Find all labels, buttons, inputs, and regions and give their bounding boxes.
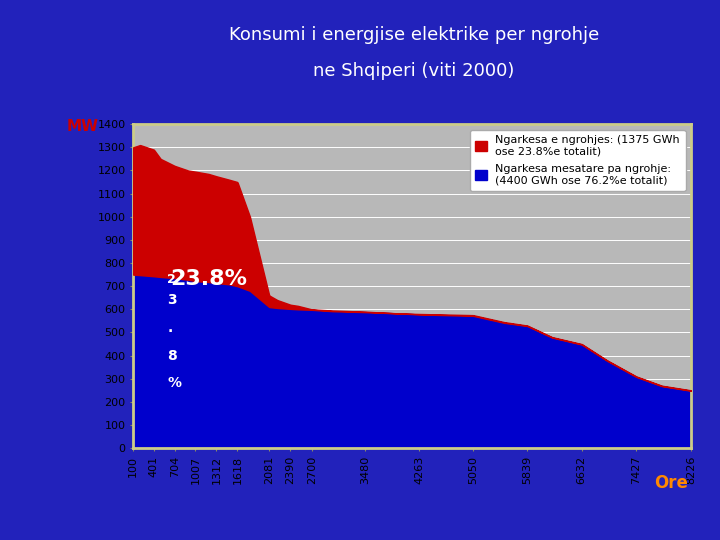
Text: 8: 8 — [167, 349, 177, 363]
Text: ne Shqiperi (viti 2000): ne Shqiperi (viti 2000) — [313, 62, 515, 80]
Text: Konsumi i energjise elektrike per ngrohje: Konsumi i energjise elektrike per ngrohj… — [229, 26, 599, 44]
Text: %: % — [167, 376, 181, 390]
Legend: Ngarkesa e ngrohjes: (1375 GWh
ose 23.8%e totalit), Ngarkesa mesatare pa ngrohje: Ngarkesa e ngrohjes: (1375 GWh ose 23.8%… — [470, 130, 685, 191]
Text: Ore: Ore — [654, 474, 688, 492]
Text: 3: 3 — [167, 293, 177, 307]
Text: .: . — [167, 321, 173, 335]
Text: 2: 2 — [167, 273, 176, 286]
Text: 23.8%: 23.8% — [171, 269, 247, 289]
Text: MW: MW — [67, 119, 99, 134]
